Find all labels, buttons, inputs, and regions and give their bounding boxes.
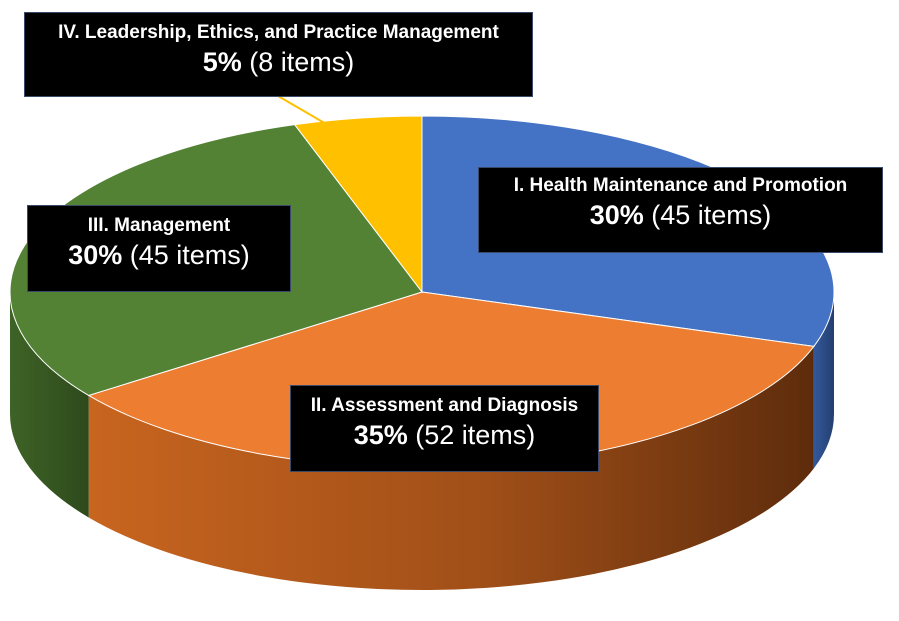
slice-4-items: (8 items) (249, 47, 355, 77)
slice-4-percent: 5% (202, 47, 242, 77)
slice-2-name: II. Assessment and Diagnosis (310, 395, 579, 416)
leader-line-slice-4 (277, 95, 341, 133)
label-slice-2: II. Assessment and Diagnosis 35% (52 ite… (290, 385, 599, 472)
slice-2-percent: 35% (353, 420, 408, 450)
slice-2-items: (52 items) (415, 420, 536, 450)
label-slice-4: IV. Leadership, Ethics, and Practice Man… (24, 12, 533, 97)
slice-3-name: III. Management (87, 215, 231, 236)
pie-slice-side-1 (813, 292, 834, 469)
slice-1-items: (45 items) (651, 200, 772, 230)
slice-4-name: IV. Leadership, Ethics, and Practice Man… (58, 22, 499, 43)
pie-slice-side-3 (9, 292, 89, 518)
label-slice-1: I. Health Maintenance and Promotion 30% … (478, 167, 883, 253)
pie-slice-4 (293, 115, 423, 294)
slice-1-percent: 30% (589, 200, 644, 230)
label-slice-3: III. Management 30% (45 items) (27, 205, 291, 292)
slice-3-percent: 30% (68, 240, 123, 270)
slice-1-name: I. Health Maintenance and Promotion (513, 175, 848, 196)
slice-3-items: (45 items) (129, 240, 250, 270)
